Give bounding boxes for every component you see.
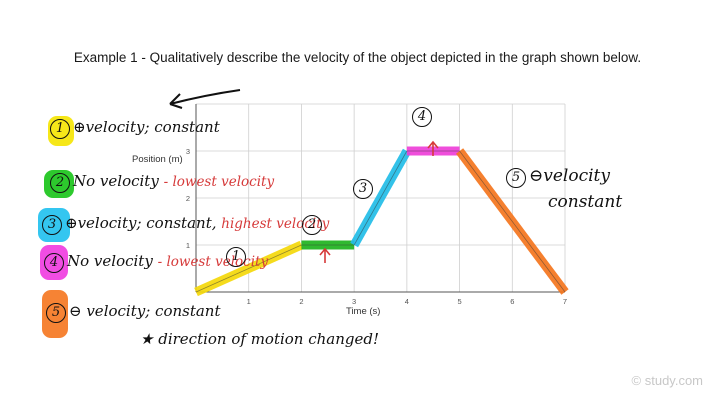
pen-arrow: [169, 89, 241, 109]
series-line-3: [353, 150, 408, 246]
page-title: Example 1 - Qualitatively describe the v…: [73, 50, 642, 65]
note-3-text: ⊕velocity; constant,: [65, 214, 217, 232]
series-line-5: [459, 150, 566, 293]
y-tick-label: 3: [186, 147, 190, 156]
red-arrow-2: [319, 247, 331, 263]
note-2-red: - lowest velocity: [163, 174, 275, 190]
study-watermark: © study.com: [631, 373, 703, 388]
note-2-text: No velocity: [73, 172, 159, 190]
graph-label-2: 2: [302, 214, 325, 235]
x-tick-label: 5: [457, 297, 461, 306]
note-5-text: ⊖ velocity; constant: [69, 302, 221, 320]
graph-label-5: 5 ⊖velocity: [506, 166, 610, 188]
note-4-red: - lowest velocity: [157, 254, 269, 270]
chart-ticks: 1 2 3 4 5 6 7 1 2 3: [186, 147, 567, 306]
note-4-badge: 4: [44, 253, 64, 273]
note-5: 5 ⊖ velocity; constant: [46, 302, 221, 323]
graph-label-3: 3: [353, 178, 376, 199]
x-tick-label: 7: [563, 297, 567, 306]
y-tick-label: 2: [186, 194, 190, 203]
x-tick-label: 1: [247, 297, 251, 306]
chart-axes: [195, 104, 565, 293]
note-2-badge: 2: [50, 173, 70, 193]
x-tick-label: 3: [352, 297, 356, 306]
note-1-badge: 1: [50, 119, 70, 139]
note-1-text: ⊕velocity; constant: [73, 118, 220, 136]
y-axis-label: Position (m): [132, 154, 183, 165]
x-tick-label: 4: [405, 297, 409, 306]
red-arrow-4: [427, 140, 439, 156]
note-3-badge: 3: [42, 215, 62, 235]
series-line-1: [195, 244, 302, 293]
x-tick-label: 6: [510, 297, 514, 306]
direction-note: ★ direction of motion changed!: [140, 330, 380, 348]
y-tick-label: 1: [186, 241, 190, 250]
x-tick-label: 2: [299, 297, 303, 306]
graph-label-1: 1: [226, 246, 249, 267]
note-2: 2 No velocity - lowest velocity: [50, 172, 274, 193]
note-3: 3 ⊕velocity; constant, highest velocity: [42, 214, 329, 235]
graph-label-5-constant: constant: [548, 192, 623, 212]
note-5-badge: 5: [46, 303, 66, 323]
note-1: 1 ⊕velocity; constant: [50, 118, 220, 139]
x-axis-label: Time (s): [346, 306, 380, 317]
graph-label-4: 4: [412, 106, 435, 127]
note-4-text: No velocity: [67, 252, 153, 270]
